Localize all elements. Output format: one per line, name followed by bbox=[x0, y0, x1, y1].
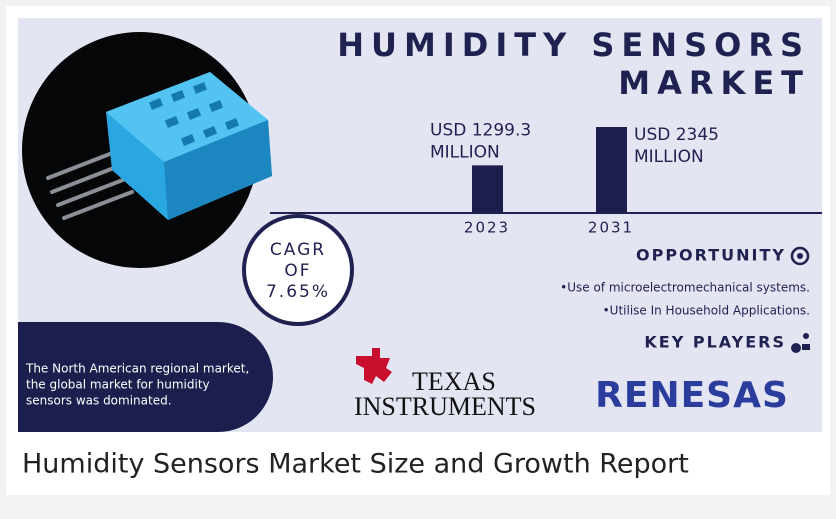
title-line: HUMIDITY SENSORS bbox=[337, 26, 810, 64]
bar-label: MILLION bbox=[634, 147, 704, 167]
ti-text: INSTRUMENTS bbox=[354, 392, 536, 421]
cagr-text: CAGR bbox=[270, 240, 326, 260]
bar bbox=[596, 127, 627, 213]
note-line: The North American regional market, bbox=[25, 362, 249, 376]
note-line: the global market for humidity bbox=[26, 378, 210, 392]
opportunity-item: •Utilise In Household Applications. bbox=[603, 304, 810, 318]
bar-label: USD 1299.3 bbox=[430, 120, 531, 140]
opportunity-item: •Use of microelectromechanical systems. bbox=[560, 281, 810, 295]
cagr-text: OF bbox=[284, 261, 311, 281]
year-label: 2031 bbox=[588, 219, 634, 237]
bar-label: USD 2345 bbox=[634, 125, 719, 145]
opportunity-heading: OPPORTUNITY bbox=[636, 246, 786, 265]
bar bbox=[472, 165, 503, 213]
card: HUMIDITY SENSORS MARKET USD 1299.3MILLIO… bbox=[0, 0, 836, 519]
bar-label: MILLION bbox=[430, 142, 500, 162]
cagr-text: 7.65% bbox=[266, 282, 330, 302]
renesas-logo: RENESAS bbox=[595, 375, 789, 416]
note-line: sensors was dominated. bbox=[26, 394, 172, 408]
card-footer bbox=[6, 495, 830, 513]
year-label: 2023 bbox=[464, 219, 510, 237]
title-line: MARKET bbox=[618, 64, 810, 102]
key-players-heading: KEY PLAYERS bbox=[644, 333, 786, 352]
caption: Humidity Sensors Market Size and Growth … bbox=[22, 449, 689, 480]
